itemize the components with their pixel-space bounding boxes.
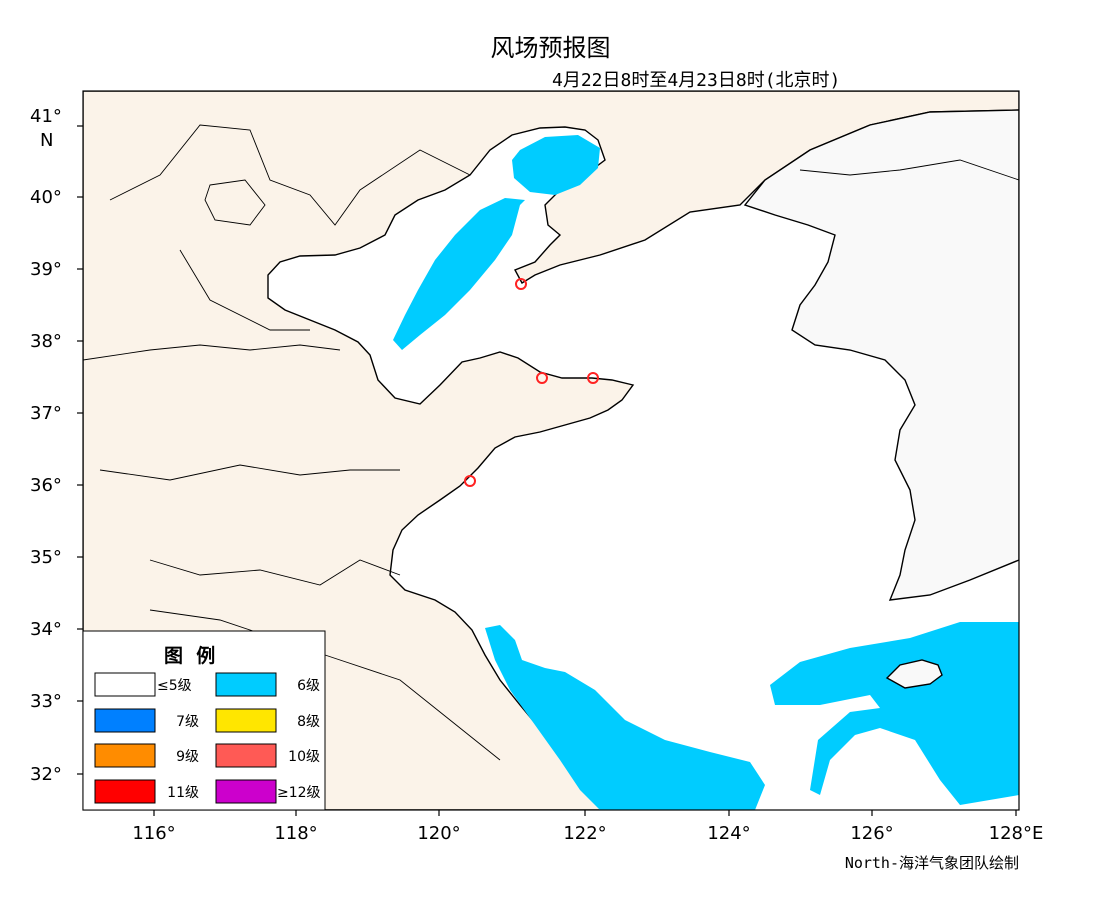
lon-label-116: 116° <box>132 823 175 844</box>
station-marker-penglai <box>536 372 548 384</box>
jeju-island <box>885 659 943 689</box>
legend-label-8: 8级 <box>297 714 320 730</box>
boundary-shandong-jiangsu <box>149 559 401 586</box>
zone-yellow-sea-south <box>485 625 765 810</box>
boundary-henan <box>99 464 400 481</box>
map-frame <box>82 90 1020 811</box>
boundary-beijing-hebei <box>204 179 266 226</box>
legend-swatch-9 <box>94 743 156 768</box>
map-credit: North-海洋气象团队绘制 <box>844 854 1019 872</box>
legend-swatch-10 <box>215 743 277 768</box>
lat-labels: 32° 33° 34° 35° 36° 37° 38° 39° 40° 41° … <box>30 106 62 785</box>
lon-labels: 116° 118° 120° 122° 124° 126° 128°E <box>132 823 1043 844</box>
legend-swatch-8 <box>215 708 277 733</box>
legend-label-7: 7级 <box>176 714 199 730</box>
boundary-lower <box>149 609 501 761</box>
legend-title: 图 例 <box>164 644 215 667</box>
legend-swatch-le5 <box>94 672 156 697</box>
boundary-north <box>109 124 471 226</box>
lat-label-41: 41° <box>30 106 62 127</box>
legend-label-6: 6级 <box>297 678 320 694</box>
lon-label-118: 118° <box>274 823 317 844</box>
wind-level-6-zones <box>393 135 1019 810</box>
boundary-shanxi <box>83 344 341 361</box>
legend-swatch-11 <box>94 779 156 804</box>
zone-east-china-sea-north <box>770 622 1019 805</box>
lon-label-126: 126° <box>850 823 893 844</box>
lat-label-32: 32° <box>30 764 62 785</box>
map-title: 风场预报图 <box>490 34 611 62</box>
station-marker-dalian <box>515 278 527 290</box>
legend: 图 例 ≤5级 6级 7级 8级 9级 10级 11级 ≥12级 <box>82 630 326 811</box>
lon-label-120: 120° <box>417 823 460 844</box>
station-marker-qingdao <box>464 475 476 487</box>
lat-label-38: 38° <box>30 331 62 352</box>
legend-label-le5: ≤5级 <box>157 678 192 694</box>
lat-label-37: 37° <box>30 403 62 424</box>
lat-label-36: 36° <box>30 475 62 496</box>
lat-label-34: 34° <box>30 619 62 640</box>
province-boundaries <box>83 124 1019 761</box>
land-china <box>83 91 1019 810</box>
lon-label-128: 128°E <box>989 823 1044 844</box>
legend-label-10: 10级 <box>288 749 320 765</box>
lon-label-124: 124° <box>707 823 750 844</box>
legend-label-11: 11级 <box>167 785 199 801</box>
land-korea <box>743 109 1019 601</box>
lat-label-40: 40° <box>30 187 62 208</box>
legend-swatch-6 <box>215 672 277 697</box>
tick-marks <box>77 125 1017 816</box>
lat-label-35: 35° <box>30 547 62 568</box>
legend-swatch-ge12 <box>215 779 277 804</box>
zone-bohai-central <box>393 198 525 350</box>
legend-label-ge12: ≥12级 <box>277 785 321 801</box>
lon-label-122: 122° <box>563 823 606 844</box>
legend-swatch-7 <box>94 708 156 733</box>
legend-label-9: 9级 <box>176 749 199 765</box>
lat-label-33: 33° <box>30 691 62 712</box>
map-subtitle: 4月22日8时至4月23日8时(北京时) <box>552 70 841 91</box>
station-markers <box>464 278 599 487</box>
lat-label-39: 39° <box>30 259 62 280</box>
lat-unit-label: N <box>40 130 53 151</box>
boundary-north-korea <box>799 159 1019 181</box>
zone-liaodong-bay <box>512 135 600 195</box>
boundary-west <box>179 249 310 331</box>
station-marker-weihai <box>587 372 599 384</box>
